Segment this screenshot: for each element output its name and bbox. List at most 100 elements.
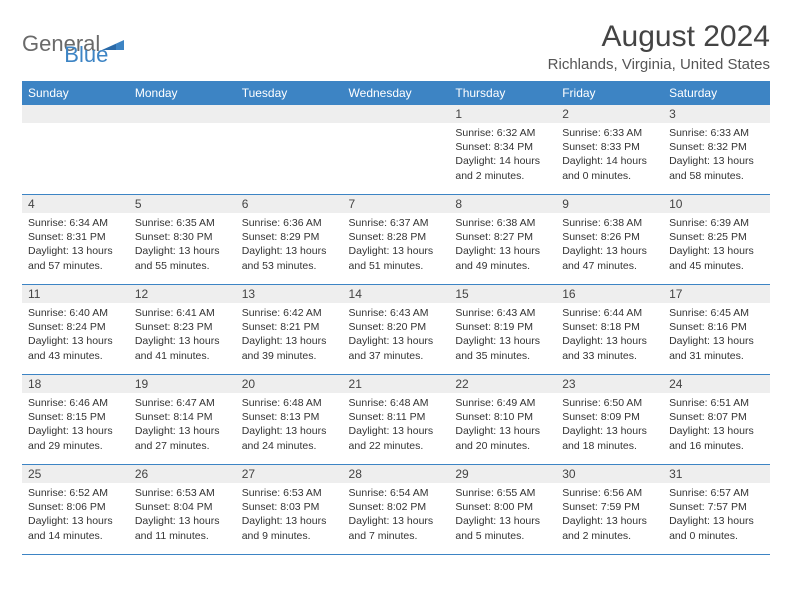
calendar-cell: 18Sunrise: 6:46 AMSunset: 8:15 PMDayligh… <box>22 375 129 465</box>
calendar-cell: 6Sunrise: 6:36 AMSunset: 8:29 PMDaylight… <box>236 195 343 285</box>
day-number: 21 <box>343 375 450 393</box>
day-details: Sunrise: 6:33 AMSunset: 8:33 PMDaylight:… <box>556 123 663 187</box>
day-details: Sunrise: 6:54 AMSunset: 8:02 PMDaylight:… <box>343 483 450 547</box>
day-number: 16 <box>556 285 663 303</box>
day-details: Sunrise: 6:39 AMSunset: 8:25 PMDaylight:… <box>663 213 770 277</box>
calendar-row: 18Sunrise: 6:46 AMSunset: 8:15 PMDayligh… <box>22 375 770 465</box>
day-details: Sunrise: 6:47 AMSunset: 8:14 PMDaylight:… <box>129 393 236 457</box>
day-number: 17 <box>663 285 770 303</box>
day-details: Sunrise: 6:41 AMSunset: 8:23 PMDaylight:… <box>129 303 236 367</box>
calendar-cell: 8Sunrise: 6:38 AMSunset: 8:27 PMDaylight… <box>449 195 556 285</box>
calendar-cell: 22Sunrise: 6:49 AMSunset: 8:10 PMDayligh… <box>449 375 556 465</box>
day-details: Sunrise: 6:35 AMSunset: 8:30 PMDaylight:… <box>129 213 236 277</box>
calendar-cell: 9Sunrise: 6:38 AMSunset: 8:26 PMDaylight… <box>556 195 663 285</box>
calendar-cell: 11Sunrise: 6:40 AMSunset: 8:24 PMDayligh… <box>22 285 129 375</box>
day-details: Sunrise: 6:43 AMSunset: 8:19 PMDaylight:… <box>449 303 556 367</box>
calendar-body: 1Sunrise: 6:32 AMSunset: 8:34 PMDaylight… <box>22 105 770 555</box>
header: General Blue August 2024 Richlands, Virg… <box>22 20 770 73</box>
calendar-cell: 1Sunrise: 6:32 AMSunset: 8:34 PMDaylight… <box>449 105 556 195</box>
calendar-row: 11Sunrise: 6:40 AMSunset: 8:24 PMDayligh… <box>22 285 770 375</box>
weekday-header: Monday <box>129 82 236 105</box>
day-number: 11 <box>22 285 129 303</box>
day-number: 30 <box>556 465 663 483</box>
calendar-cell: 10Sunrise: 6:39 AMSunset: 8:25 PMDayligh… <box>663 195 770 285</box>
weekday-header: Saturday <box>663 82 770 105</box>
day-number: 5 <box>129 195 236 213</box>
day-details: Sunrise: 6:53 AMSunset: 8:03 PMDaylight:… <box>236 483 343 547</box>
day-number-empty <box>129 105 236 123</box>
day-details: Sunrise: 6:50 AMSunset: 8:09 PMDaylight:… <box>556 393 663 457</box>
calendar-cell: 24Sunrise: 6:51 AMSunset: 8:07 PMDayligh… <box>663 375 770 465</box>
day-details: Sunrise: 6:37 AMSunset: 8:28 PMDaylight:… <box>343 213 450 277</box>
day-details: Sunrise: 6:36 AMSunset: 8:29 PMDaylight:… <box>236 213 343 277</box>
day-number: 12 <box>129 285 236 303</box>
calendar-cell: 4Sunrise: 6:34 AMSunset: 8:31 PMDaylight… <box>22 195 129 285</box>
weekday-header-row: SundayMondayTuesdayWednesdayThursdayFrid… <box>22 82 770 105</box>
calendar-table: SundayMondayTuesdayWednesdayThursdayFrid… <box>22 81 770 555</box>
weekday-header: Sunday <box>22 82 129 105</box>
calendar-cell: 27Sunrise: 6:53 AMSunset: 8:03 PMDayligh… <box>236 465 343 555</box>
location: Richlands, Virginia, United States <box>548 56 770 73</box>
day-number: 2 <box>556 105 663 123</box>
day-number-empty <box>22 105 129 123</box>
calendar-cell: 21Sunrise: 6:48 AMSunset: 8:11 PMDayligh… <box>343 375 450 465</box>
day-number: 9 <box>556 195 663 213</box>
day-details: Sunrise: 6:44 AMSunset: 8:18 PMDaylight:… <box>556 303 663 367</box>
day-number: 24 <box>663 375 770 393</box>
day-details: Sunrise: 6:34 AMSunset: 8:31 PMDaylight:… <box>22 213 129 277</box>
calendar-cell: 14Sunrise: 6:43 AMSunset: 8:20 PMDayligh… <box>343 285 450 375</box>
day-details: Sunrise: 6:48 AMSunset: 8:11 PMDaylight:… <box>343 393 450 457</box>
calendar-cell: 12Sunrise: 6:41 AMSunset: 8:23 PMDayligh… <box>129 285 236 375</box>
day-details: Sunrise: 6:42 AMSunset: 8:21 PMDaylight:… <box>236 303 343 367</box>
day-number: 19 <box>129 375 236 393</box>
calendar-cell: 17Sunrise: 6:45 AMSunset: 8:16 PMDayligh… <box>663 285 770 375</box>
day-number: 20 <box>236 375 343 393</box>
month-title: August 2024 <box>548 20 770 54</box>
calendar-cell: 5Sunrise: 6:35 AMSunset: 8:30 PMDaylight… <box>129 195 236 285</box>
calendar-cell: 7Sunrise: 6:37 AMSunset: 8:28 PMDaylight… <box>343 195 450 285</box>
day-details: Sunrise: 6:56 AMSunset: 7:59 PMDaylight:… <box>556 483 663 547</box>
title-block: August 2024 Richlands, Virginia, United … <box>548 20 770 73</box>
calendar-cell <box>22 105 129 195</box>
calendar-cell <box>343 105 450 195</box>
calendar-cell: 23Sunrise: 6:50 AMSunset: 8:09 PMDayligh… <box>556 375 663 465</box>
logo-text-blue: Blue <box>64 42 108 68</box>
calendar-cell: 2Sunrise: 6:33 AMSunset: 8:33 PMDaylight… <box>556 105 663 195</box>
calendar-cell: 20Sunrise: 6:48 AMSunset: 8:13 PMDayligh… <box>236 375 343 465</box>
calendar-cell: 29Sunrise: 6:55 AMSunset: 8:00 PMDayligh… <box>449 465 556 555</box>
day-number: 3 <box>663 105 770 123</box>
day-details: Sunrise: 6:46 AMSunset: 8:15 PMDaylight:… <box>22 393 129 457</box>
day-number: 28 <box>343 465 450 483</box>
calendar-cell: 15Sunrise: 6:43 AMSunset: 8:19 PMDayligh… <box>449 285 556 375</box>
weekday-header: Wednesday <box>343 82 450 105</box>
calendar-cell: 13Sunrise: 6:42 AMSunset: 8:21 PMDayligh… <box>236 285 343 375</box>
day-number: 13 <box>236 285 343 303</box>
calendar-cell: 30Sunrise: 6:56 AMSunset: 7:59 PMDayligh… <box>556 465 663 555</box>
calendar-cell: 28Sunrise: 6:54 AMSunset: 8:02 PMDayligh… <box>343 465 450 555</box>
day-details: Sunrise: 6:40 AMSunset: 8:24 PMDaylight:… <box>22 303 129 367</box>
weekday-header: Tuesday <box>236 82 343 105</box>
day-number: 18 <box>22 375 129 393</box>
day-details: Sunrise: 6:38 AMSunset: 8:26 PMDaylight:… <box>556 213 663 277</box>
day-number: 7 <box>343 195 450 213</box>
calendar-cell: 25Sunrise: 6:52 AMSunset: 8:06 PMDayligh… <box>22 465 129 555</box>
calendar-row: 1Sunrise: 6:32 AMSunset: 8:34 PMDaylight… <box>22 105 770 195</box>
day-details: Sunrise: 6:45 AMSunset: 8:16 PMDaylight:… <box>663 303 770 367</box>
weekday-header: Friday <box>556 82 663 105</box>
day-number: 4 <box>22 195 129 213</box>
day-number: 6 <box>236 195 343 213</box>
day-number: 23 <box>556 375 663 393</box>
day-number: 27 <box>236 465 343 483</box>
calendar-row: 4Sunrise: 6:34 AMSunset: 8:31 PMDaylight… <box>22 195 770 285</box>
day-details: Sunrise: 6:52 AMSunset: 8:06 PMDaylight:… <box>22 483 129 547</box>
calendar-cell <box>129 105 236 195</box>
calendar-cell: 3Sunrise: 6:33 AMSunset: 8:32 PMDaylight… <box>663 105 770 195</box>
calendar-cell: 26Sunrise: 6:53 AMSunset: 8:04 PMDayligh… <box>129 465 236 555</box>
day-details: Sunrise: 6:57 AMSunset: 7:57 PMDaylight:… <box>663 483 770 547</box>
day-details: Sunrise: 6:48 AMSunset: 8:13 PMDaylight:… <box>236 393 343 457</box>
day-details: Sunrise: 6:51 AMSunset: 8:07 PMDaylight:… <box>663 393 770 457</box>
day-details: Sunrise: 6:43 AMSunset: 8:20 PMDaylight:… <box>343 303 450 367</box>
day-number: 25 <box>22 465 129 483</box>
calendar-cell: 31Sunrise: 6:57 AMSunset: 7:57 PMDayligh… <box>663 465 770 555</box>
calendar-cell: 19Sunrise: 6:47 AMSunset: 8:14 PMDayligh… <box>129 375 236 465</box>
